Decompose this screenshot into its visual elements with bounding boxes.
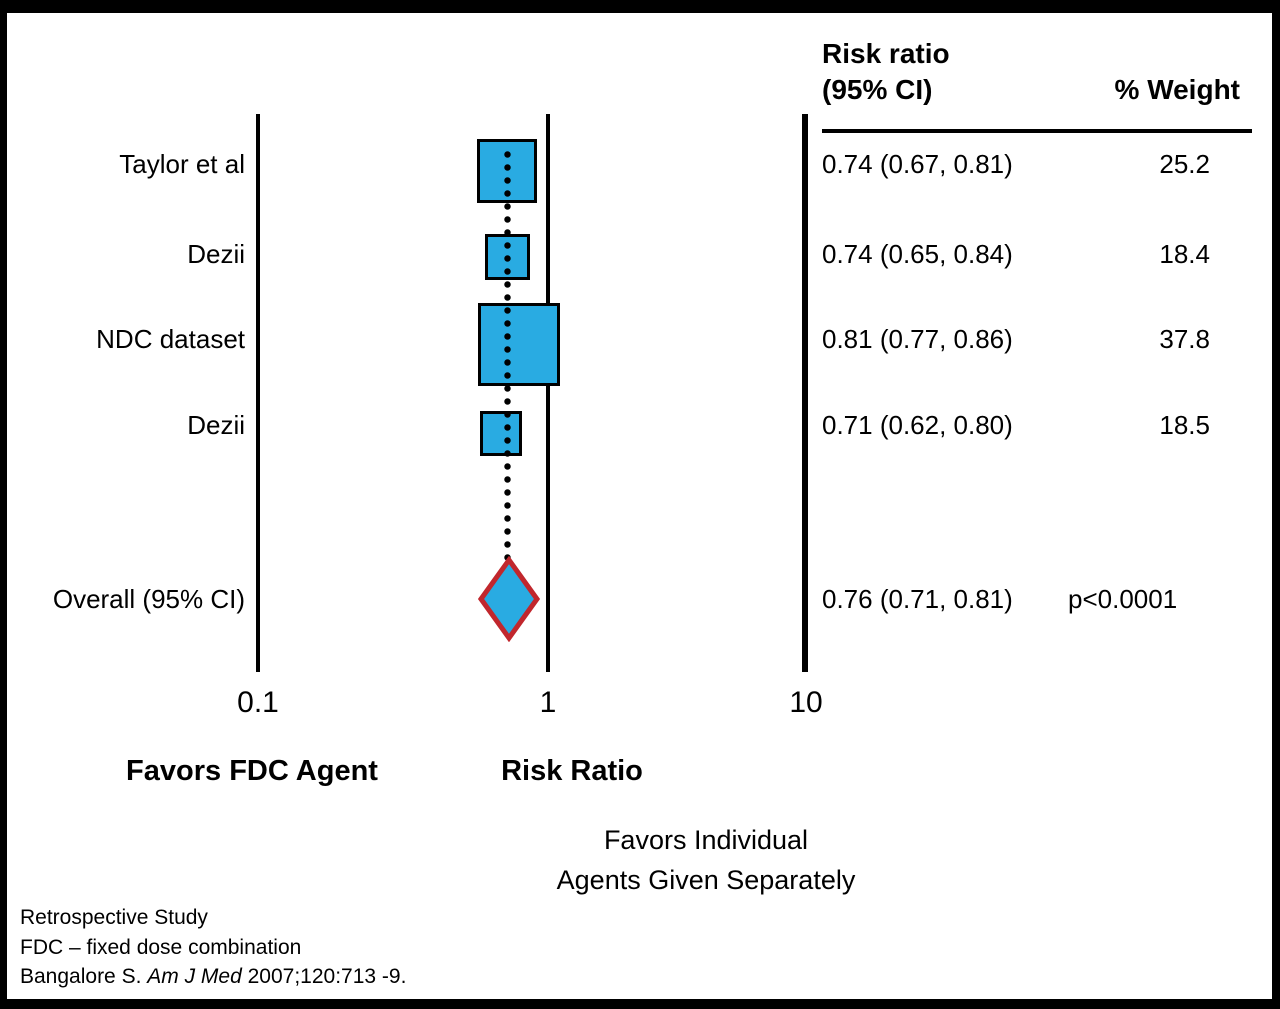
column-header-risk-ratio-line1: Risk ratio (822, 38, 950, 69)
overall-diamond-shape (477, 556, 541, 642)
axis-line-10 (802, 114, 808, 672)
column-header-risk-ratio: Risk ratio (95% CI) (822, 36, 950, 108)
study-label: Dezii (187, 410, 245, 440)
study-marker-square-ndc (478, 303, 560, 386)
rr-ci-value: 0.81 (0.77, 0.86) (822, 324, 1013, 354)
favors-right-line2: Agents Given Separately (556, 865, 856, 895)
x-axis-title: Risk Ratio (501, 755, 643, 787)
weight-value: 18.4 (1159, 239, 1210, 269)
rr-ci-value: 0.74 (0.67, 0.81) (822, 149, 1013, 179)
study-marker-square-dezii-2 (480, 411, 522, 456)
footnote-abbreviation: FDC – fixed dose combination (20, 936, 302, 959)
x-tick-10: 10 (789, 686, 823, 719)
citation-details: 2007;120:713 -9. (241, 965, 407, 988)
citation-journal: Am J Med (147, 965, 242, 988)
weight-value: 25.2 (1159, 149, 1210, 179)
favors-left-caption: Favors FDC Agent (126, 755, 378, 787)
plot-background (7, 13, 1272, 999)
x-tick-0.1: 0.1 (237, 686, 279, 719)
overall-rr-ci-value: 0.76 (0.71, 0.81) (822, 584, 1013, 614)
header-rule (822, 129, 1252, 133)
overall-p-value: p<0.0001 (1068, 584, 1178, 614)
footnote-study-type: Retrospective Study (20, 906, 208, 929)
footnote-citation: Bangalore S. Am J Med 2007;120:713 -9. (20, 962, 406, 992)
column-header-risk-ratio-line2: (95% CI) (822, 74, 933, 105)
study-label: Dezii (187, 239, 245, 269)
study-label: NDC dataset (96, 324, 245, 354)
column-header-weight: % Weight (1114, 74, 1240, 105)
rr-ci-value: 0.71 (0.62, 0.80) (822, 410, 1013, 440)
weight-value: 18.5 (1159, 410, 1210, 440)
weight-value: 37.8 (1159, 324, 1210, 354)
x-tick-1: 1 (539, 686, 557, 719)
axis-line-1 (546, 114, 550, 672)
study-label: Taylor et al (119, 149, 245, 179)
citation-author: Bangalore S. (20, 965, 148, 988)
overall-diamond (477, 556, 541, 642)
axis-line-0.1 (256, 114, 260, 672)
overall-label: Overall (95% CI) (52, 584, 245, 614)
rr-ci-value: 0.74 (0.65, 0.84) (822, 239, 1013, 269)
favors-right-line1: Favors Individual (603, 825, 809, 855)
pooled-estimate-dotted-line (504, 148, 511, 562)
favors-right-caption: Favors Individual Agents Given Separatel… (557, 820, 856, 900)
